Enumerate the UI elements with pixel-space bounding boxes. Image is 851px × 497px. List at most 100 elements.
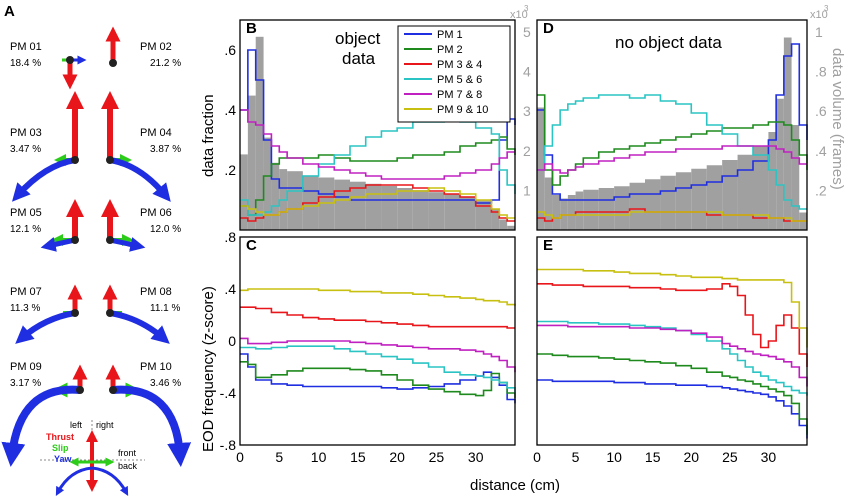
panel-b: 1 2 3 4 5 .2 .4 .6 xyxy=(224,19,531,231)
y-axis-label-volume: data volume (frames) xyxy=(829,48,846,190)
panel-label-a: A xyxy=(4,3,15,20)
exponent-d-base: x10 xyxy=(810,9,828,21)
panel-e: 0 5 10 15 20 25 30 xyxy=(533,236,808,465)
right-tick-label: 3 xyxy=(523,103,531,119)
pm-10-pct: 3.46 % xyxy=(150,378,181,389)
volume-bar xyxy=(240,154,248,230)
x-tick-label: 20 xyxy=(389,449,405,465)
volume-bar xyxy=(544,177,553,230)
pm-09-name: PM 09 xyxy=(10,361,42,373)
x-tick-label: 30 xyxy=(468,449,484,465)
x-tick-label: 15 xyxy=(350,449,366,465)
volume-bar xyxy=(397,188,413,230)
pm-01-pct: 18.4 % xyxy=(10,58,41,69)
series-line-pm-1 xyxy=(537,379,808,439)
volume-bar xyxy=(675,172,692,230)
key-thrust: Thrust xyxy=(46,432,74,442)
series-line-pm-2 xyxy=(240,136,516,216)
x-tick-label: 25 xyxy=(722,449,738,465)
key-left: left xyxy=(70,420,83,430)
volume-bar xyxy=(783,37,792,230)
pm-03-name: PM 03 xyxy=(10,127,42,139)
x-tick-label: 30 xyxy=(761,449,777,465)
volume-bar xyxy=(737,154,753,230)
pm-02-pct: 21.2 % xyxy=(150,58,181,69)
x-tick-label: 5 xyxy=(572,449,580,465)
series-line-pm-5-6 xyxy=(537,320,808,396)
volume-bar xyxy=(444,194,460,230)
key-yaw: Yaw xyxy=(54,454,73,464)
legend-label: PM 5 & 6 xyxy=(437,74,482,86)
pm-09-icon xyxy=(1,364,88,467)
pm-05-name: PM 05 xyxy=(10,207,42,219)
pm-07-pct: 11.3 % xyxy=(10,303,40,314)
pm-07-icon xyxy=(15,284,83,344)
panel-label-b: B xyxy=(246,20,257,37)
legend-label: PM 2 xyxy=(437,44,463,56)
pm-09-pct: 3.17 % xyxy=(10,378,41,389)
pm-10-icon xyxy=(105,364,192,467)
series-line-pm-9-10 xyxy=(537,268,808,348)
volume-bar xyxy=(287,171,303,230)
volume-bar xyxy=(499,219,508,230)
series-line-pm-3-4 xyxy=(537,283,808,367)
series-line-pm-1 xyxy=(537,43,808,201)
right-tick-label: 2 xyxy=(523,143,531,159)
pm-06-icon xyxy=(101,199,146,252)
series-line-pm-2 xyxy=(240,361,516,399)
panel-label-d: D xyxy=(543,20,554,37)
key-slip: Slip xyxy=(52,443,69,453)
volume-bar xyxy=(428,192,445,230)
key-right: right xyxy=(96,420,114,430)
y-axis-label-fraction: data fraction xyxy=(200,94,217,177)
volume-bar xyxy=(247,95,256,230)
right-tick-label: 1 xyxy=(815,24,823,40)
volume-bar xyxy=(552,195,561,230)
series-line-pm-1 xyxy=(240,353,516,404)
plot-frame xyxy=(536,19,808,231)
pm-05-pct: 12.1 % xyxy=(10,224,41,235)
series-line-pm-7-8 xyxy=(537,324,808,387)
volume-bar xyxy=(660,175,676,230)
x-tick-label: 20 xyxy=(683,449,699,465)
volume-bar xyxy=(753,146,769,230)
panel-b-title-line2: data xyxy=(342,49,376,68)
volume-bar xyxy=(381,185,398,230)
series-line-pm-7-8 xyxy=(240,109,515,180)
volume-bar xyxy=(334,179,350,230)
y-tick-label: -.8 xyxy=(220,437,237,453)
pm-04-icon xyxy=(101,91,171,202)
exponent-b: x10 3 xyxy=(510,4,529,21)
y-tick-label: 0 xyxy=(228,333,236,349)
y-tick-label: -.4 xyxy=(220,385,237,401)
y-tick-label: .4 xyxy=(224,102,236,118)
y-axis-label-eod: EOD frequency (z-score) xyxy=(200,286,217,452)
panel-label-e: E xyxy=(543,237,553,254)
volume-bar xyxy=(583,189,599,230)
exponent-b-power: 3 xyxy=(524,4,529,13)
series-line-pm-9-10 xyxy=(240,288,516,306)
pm-03-icon xyxy=(11,91,84,202)
volume-bar xyxy=(491,209,500,230)
panel-a: A PM 01 18.4 % PM 02 21.2 % PM 03 3.47 %… xyxy=(1,3,192,496)
volume-bar xyxy=(271,162,280,230)
x-tick-label: 15 xyxy=(645,449,661,465)
right-tick-label: .4 xyxy=(815,143,827,159)
y-tick-label: .4 xyxy=(224,281,236,297)
volume-bar xyxy=(507,225,515,230)
x-tick-label: 10 xyxy=(311,449,327,465)
volume-bar xyxy=(575,191,584,230)
series-line-pm-9-10 xyxy=(240,187,515,219)
right-tick-label: .6 xyxy=(815,103,827,119)
right-tick-label: .2 xyxy=(815,182,827,198)
volume-bar xyxy=(365,183,382,230)
pm-05-icon xyxy=(40,199,84,252)
series-line-pm-5-6 xyxy=(240,345,516,393)
plot-frame xyxy=(536,236,808,446)
y-tick-label: .8 xyxy=(224,229,236,245)
pm-08-pct: 11.1 % xyxy=(150,303,180,314)
x-tick-label: 0 xyxy=(236,449,244,465)
volume-bar xyxy=(791,125,800,230)
series-line-pm-7-8 xyxy=(240,337,516,373)
pm-07-name: PM 07 xyxy=(10,286,42,298)
